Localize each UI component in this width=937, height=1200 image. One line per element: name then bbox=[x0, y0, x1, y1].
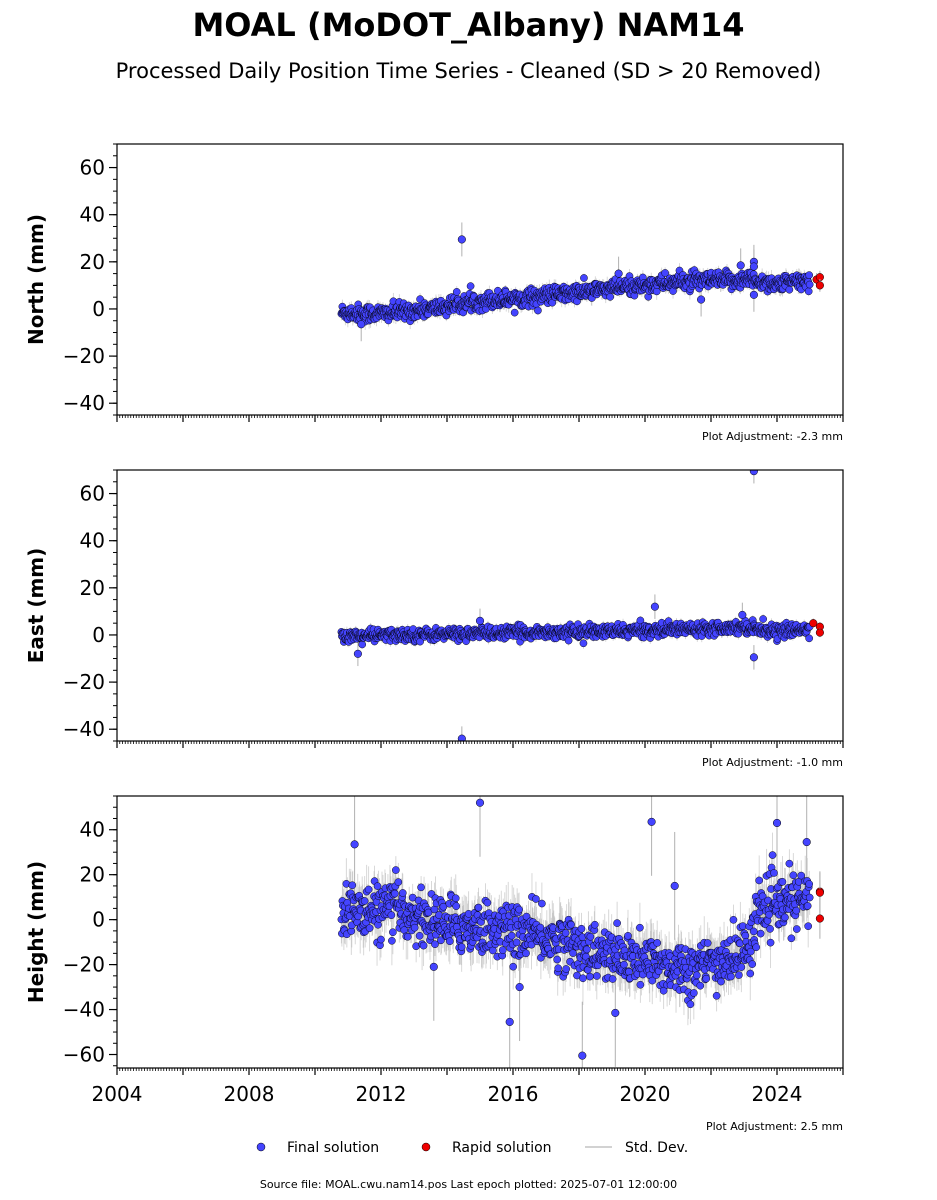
plot-area bbox=[337, 470, 824, 741]
panel-2: −40 −20 0 20 40 60 East (mm) Plot Adjustment: -… bbox=[24, 469, 844, 769]
rapid-point bbox=[809, 619, 818, 628]
rapid-points bbox=[809, 618, 824, 638]
final-outlier-point bbox=[457, 734, 466, 741]
final-outlier-point bbox=[457, 235, 466, 244]
final-point bbox=[804, 287, 813, 296]
final-points bbox=[337, 235, 814, 329]
rapid-point bbox=[815, 628, 824, 637]
y-tick-label: −40 bbox=[63, 717, 105, 741]
final-outlier-point bbox=[749, 470, 758, 476]
y-axis-label: East (mm) bbox=[24, 548, 48, 664]
final-outlier-point bbox=[749, 653, 758, 662]
y-axis-label: North (mm) bbox=[24, 214, 48, 345]
final-point bbox=[358, 640, 367, 649]
final-point bbox=[466, 282, 475, 290]
final-outlier-point bbox=[475, 616, 485, 625]
rapid-points bbox=[812, 270, 824, 292]
final-outlier-point bbox=[697, 295, 706, 304]
y-tick-label: 0 bbox=[92, 297, 105, 321]
final-point bbox=[661, 269, 669, 277]
panel-1: −40 −20 0 20 40 60 North (mm) Plot Adjustment: … bbox=[24, 143, 844, 443]
final-point bbox=[579, 639, 588, 648]
final-point bbox=[452, 288, 461, 296]
plot-adjustment-note: Plot Adjustment: -2.3 mm bbox=[702, 430, 843, 443]
final-point bbox=[805, 280, 814, 289]
final-outlier-point bbox=[357, 320, 366, 329]
y-tick-label: −20 bbox=[63, 344, 105, 368]
final-point bbox=[580, 274, 588, 282]
final-point bbox=[785, 285, 794, 294]
final-outlier-point bbox=[650, 602, 659, 611]
y-tick-label: 60 bbox=[80, 482, 105, 506]
final-point bbox=[759, 615, 767, 623]
final-outlier-point bbox=[738, 610, 747, 619]
final-outlier-point bbox=[736, 261, 745, 270]
y-tick-label: −40 bbox=[63, 391, 105, 415]
error-bars bbox=[340, 470, 811, 741]
final-point bbox=[534, 306, 542, 315]
y-tick-label: 40 bbox=[80, 529, 105, 553]
final-point bbox=[564, 636, 573, 645]
final-point bbox=[606, 293, 615, 301]
final-outlier-point bbox=[749, 290, 758, 299]
final-point bbox=[510, 308, 519, 317]
rapid-point bbox=[815, 281, 824, 290]
y-tick-label: −20 bbox=[63, 670, 105, 694]
final-outlier-point bbox=[749, 262, 758, 271]
chart-subtitle: Processed Daily Position Time Series - C… bbox=[116, 59, 822, 83]
plot-area bbox=[337, 796, 824, 1068]
y-tick-label: 40 bbox=[80, 203, 105, 227]
plot-adjustment-note: Plot Adjustment: -1.0 mm bbox=[702, 756, 843, 769]
final-point bbox=[805, 271, 814, 279]
y-tick-label: 0 bbox=[92, 623, 105, 647]
y-tick-label: 20 bbox=[80, 250, 105, 274]
final-outlier-point bbox=[353, 649, 362, 658]
axes-frame bbox=[116, 469, 844, 742]
final-points bbox=[337, 470, 814, 741]
panels: −40 −20 0 20 40 60 North (mm) Plot Adjustment: … bbox=[24, 143, 844, 1133]
plot-area bbox=[337, 222, 824, 342]
chart-title: MOAL (MoDOT_Albany) NAM14 bbox=[192, 6, 744, 44]
y-tick-label: 60 bbox=[80, 156, 105, 180]
final-outlier-point bbox=[614, 269, 623, 278]
y-tick-label: 20 bbox=[80, 576, 105, 600]
final-point bbox=[805, 634, 814, 643]
